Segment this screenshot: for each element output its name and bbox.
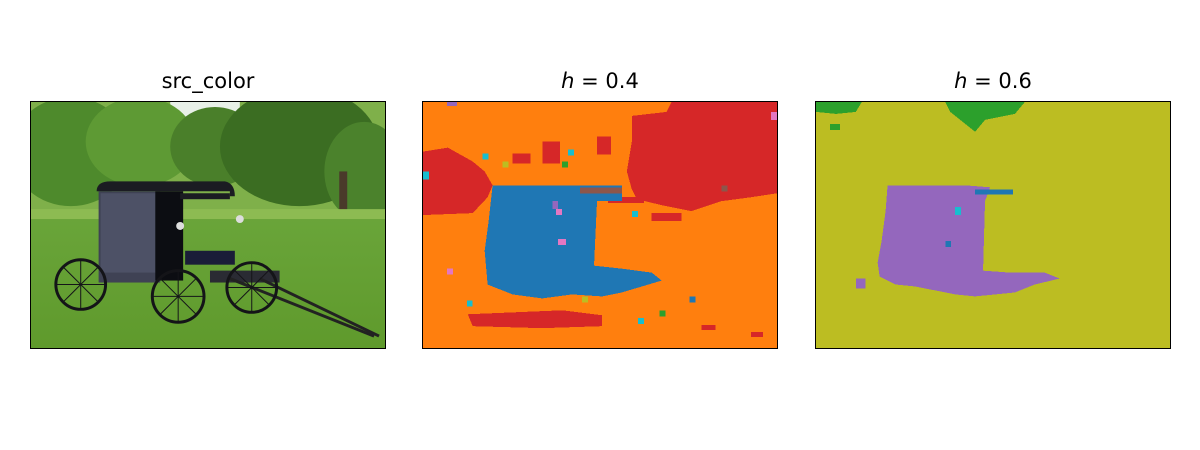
title-value: = 0.6 [967, 69, 1032, 93]
segmentation-map-h04 [423, 102, 777, 348]
source-image-panel [30, 101, 386, 349]
title-variable: h [954, 69, 968, 93]
segmentation-h04-panel [422, 101, 778, 349]
title-value: = 0.4 [574, 69, 639, 93]
title-variable: h [561, 69, 575, 93]
panel-title-src-color: src_color [30, 66, 386, 96]
title-text: src_color [161, 69, 255, 93]
segmentation-map-h06 [816, 102, 1170, 348]
buggy-photo [31, 102, 385, 348]
panel-title-h04: h = 0.4 [422, 66, 778, 96]
panel-title-h06: h = 0.6 [815, 66, 1171, 96]
segmentation-h06-panel [815, 101, 1171, 349]
